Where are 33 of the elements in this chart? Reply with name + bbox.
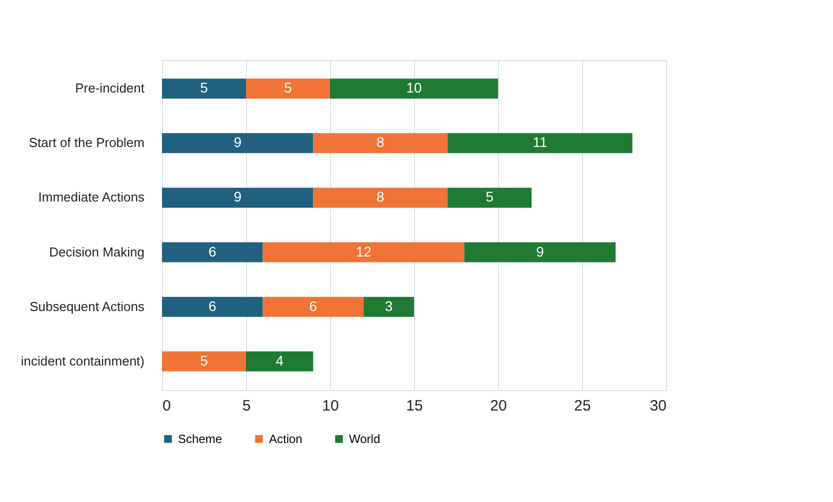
data-label: 10: [406, 80, 422, 96]
data-label: 6: [309, 298, 318, 314]
data-label: 5: [486, 188, 494, 205]
data-label: 8: [376, 134, 384, 150]
data-label: 5: [200, 80, 208, 96]
y-tick-label: Start of the Problem: [28, 135, 144, 150]
x-tick-label: 0: [162, 398, 171, 414]
x-tick-label: 5: [242, 398, 251, 414]
x-tick-label: 15: [406, 398, 423, 414]
data-label: 11: [532, 134, 548, 150]
y-tick-label: incident containment): [20, 353, 144, 368]
data-label: 4: [276, 352, 284, 368]
x-tick-label: 30: [650, 398, 666, 414]
data-label: 9: [234, 134, 242, 150]
x-tick-label: 20: [490, 398, 507, 414]
data-label: 6: [208, 298, 216, 314]
data-label: 5: [284, 80, 292, 96]
legend-label: World: [349, 432, 380, 446]
data-label: 3: [384, 298, 393, 314]
data-label: 8: [376, 188, 384, 205]
y-tick-label: Immediate Actions: [38, 190, 145, 205]
y-tick-label: Pre-incident: [75, 80, 145, 96]
x-tick-label: 10: [322, 398, 339, 414]
data-label: 12: [356, 243, 372, 260]
data-label: 9: [536, 243, 544, 260]
data-label: 9: [234, 188, 242, 205]
legend-label: Scheme: [178, 432, 222, 446]
data-label: 5: [200, 352, 208, 368]
legend-label: Action: [269, 432, 302, 446]
y-tick-label: Decision Making: [49, 244, 144, 260]
data-label: 6: [208, 243, 216, 260]
x-tick-label: 25: [574, 398, 591, 414]
y-tick-label: Subsequent Actions: [30, 298, 145, 314]
